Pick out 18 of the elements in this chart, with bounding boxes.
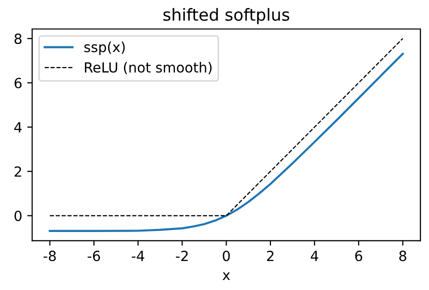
y-tick-label: 6 xyxy=(14,78,22,88)
x-axis-title: x xyxy=(222,272,230,280)
chart-title: shifted softplus xyxy=(163,8,290,24)
x-tick-label: -8 xyxy=(44,250,56,262)
y-tick-label: 4 xyxy=(14,122,22,132)
x-tick-label: 6 xyxy=(355,250,362,262)
x-tick-label: -4 xyxy=(132,250,144,261)
legend-label: ReLU (not smooth) xyxy=(84,62,212,74)
x-tick-label: -6 xyxy=(88,250,100,262)
y-tick-label: 2 xyxy=(14,166,22,177)
x-tick-label: 8 xyxy=(399,250,406,262)
x-tick-label: 0 xyxy=(222,250,230,262)
x-tick-label: 2 xyxy=(267,250,274,261)
y-tick-label: 8 xyxy=(14,33,22,44)
legend-label: ssp(x) xyxy=(84,42,125,55)
x-tick-label: 4 xyxy=(310,250,318,261)
y-tick-label: 0 xyxy=(14,210,22,222)
x-tick-label: -2 xyxy=(176,250,188,261)
